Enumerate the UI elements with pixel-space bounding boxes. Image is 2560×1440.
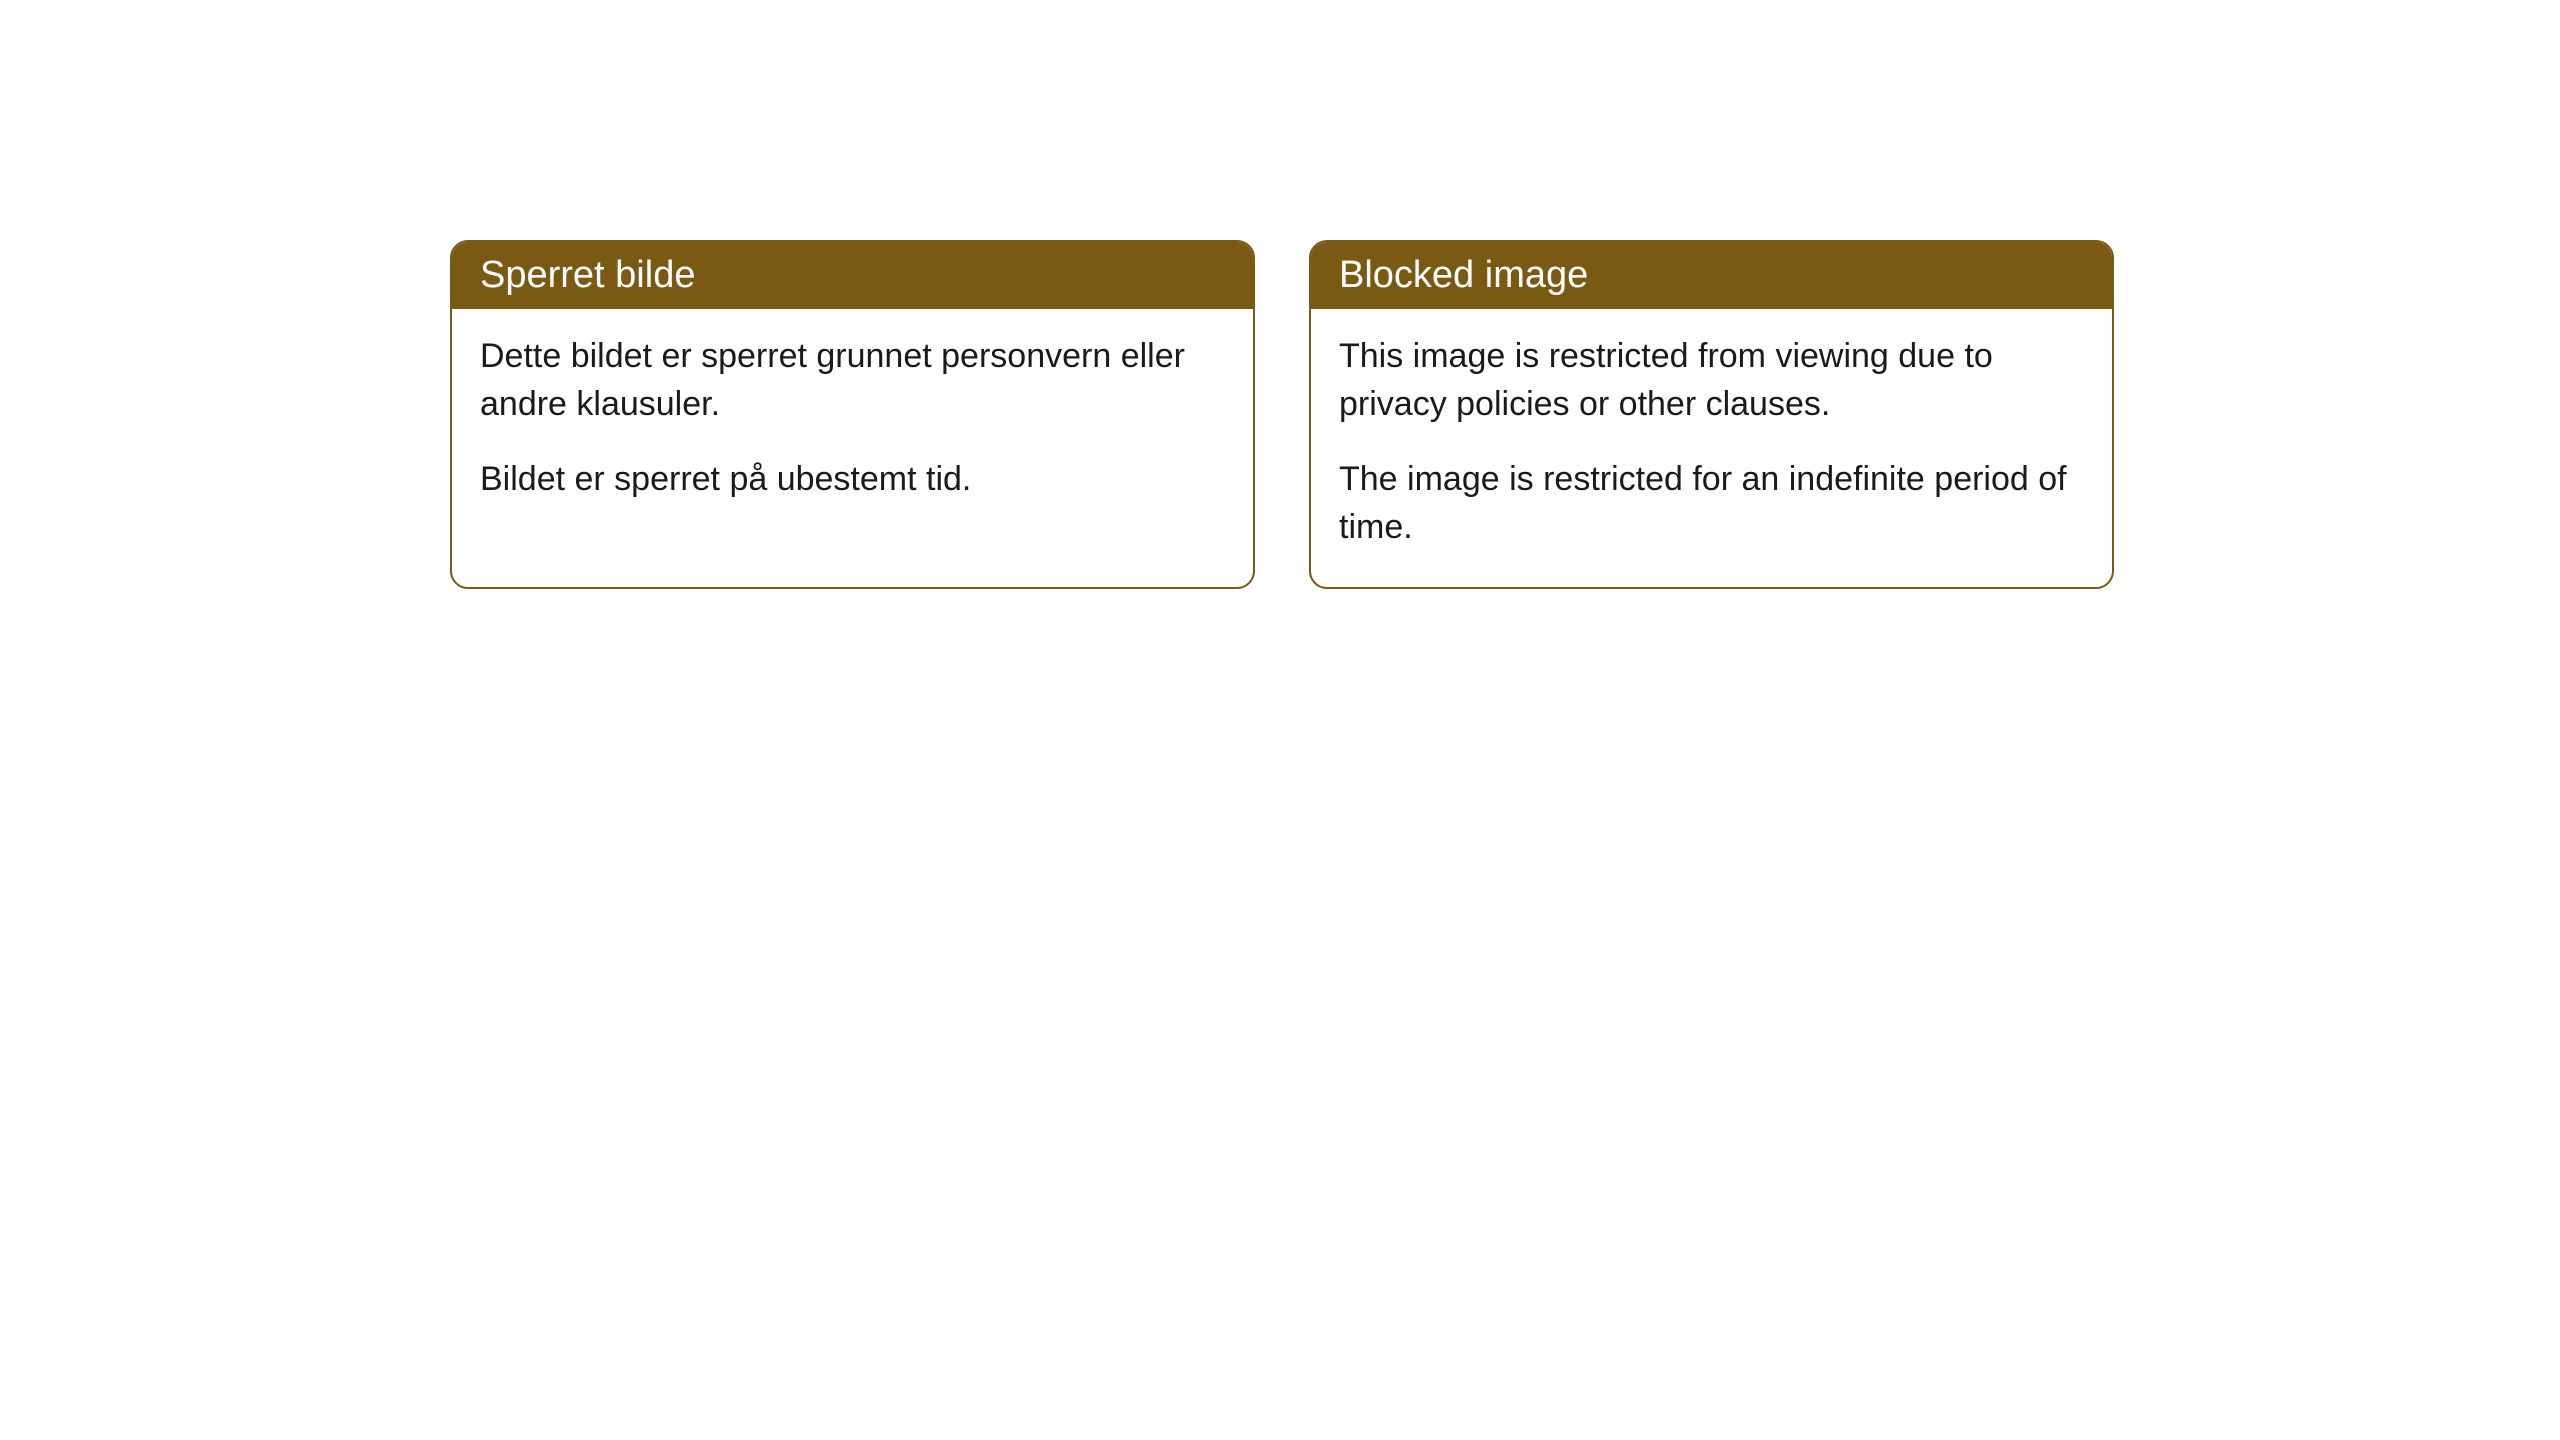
card-paragraph: The image is restricted for an indefinit… [1339,456,2084,551]
card-paragraph: Bildet er sperret på ubestemt tid. [480,456,1225,504]
card-norwegian: Sperret bilde Dette bildet er sperret gr… [450,240,1255,589]
card-header-norwegian: Sperret bilde [452,242,1253,309]
card-paragraph: Dette bildet er sperret grunnet personve… [480,333,1225,428]
card-english: Blocked image This image is restricted f… [1309,240,2114,589]
card-title-english: Blocked image [1339,254,1588,296]
card-title-norwegian: Sperret bilde [480,254,695,296]
cards-container: Sperret bilde Dette bildet er sperret gr… [450,240,2114,589]
card-paragraph: This image is restricted from viewing du… [1339,333,2084,428]
card-header-english: Blocked image [1311,242,2112,309]
card-body-english: This image is restricted from viewing du… [1311,309,2112,587]
card-body-norwegian: Dette bildet er sperret grunnet personve… [452,309,1253,540]
